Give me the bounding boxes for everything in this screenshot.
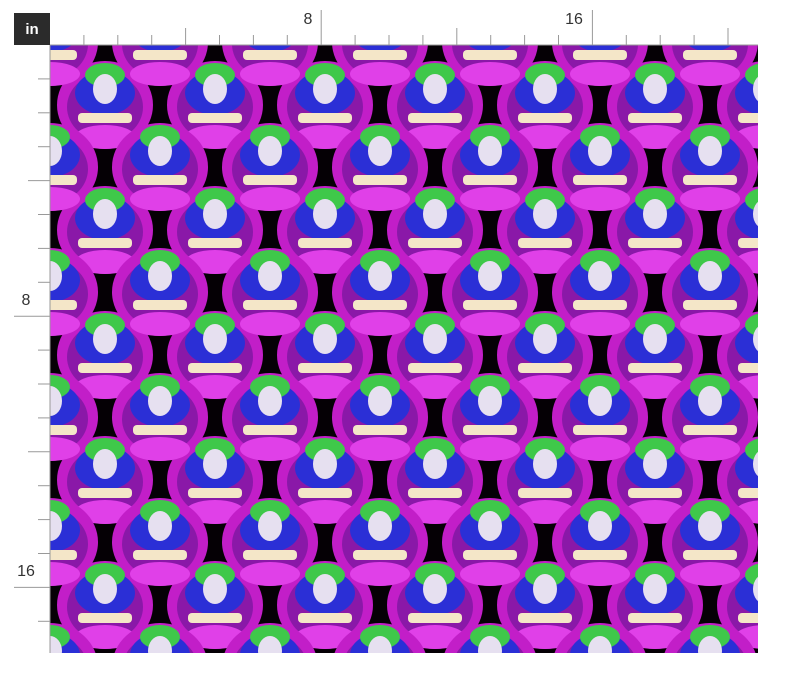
top-ruler-label: 16	[565, 11, 583, 28]
fabric-swatch	[50, 45, 758, 653]
left-ruler-label: 16	[17, 563, 35, 580]
left-ruler	[14, 45, 51, 653]
unit-badge	[14, 13, 50, 45]
top-ruler-label: 8	[304, 11, 313, 28]
unit-label: in	[25, 21, 38, 38]
left-ruler-label: 8	[22, 292, 31, 309]
top-ruler	[50, 10, 758, 46]
